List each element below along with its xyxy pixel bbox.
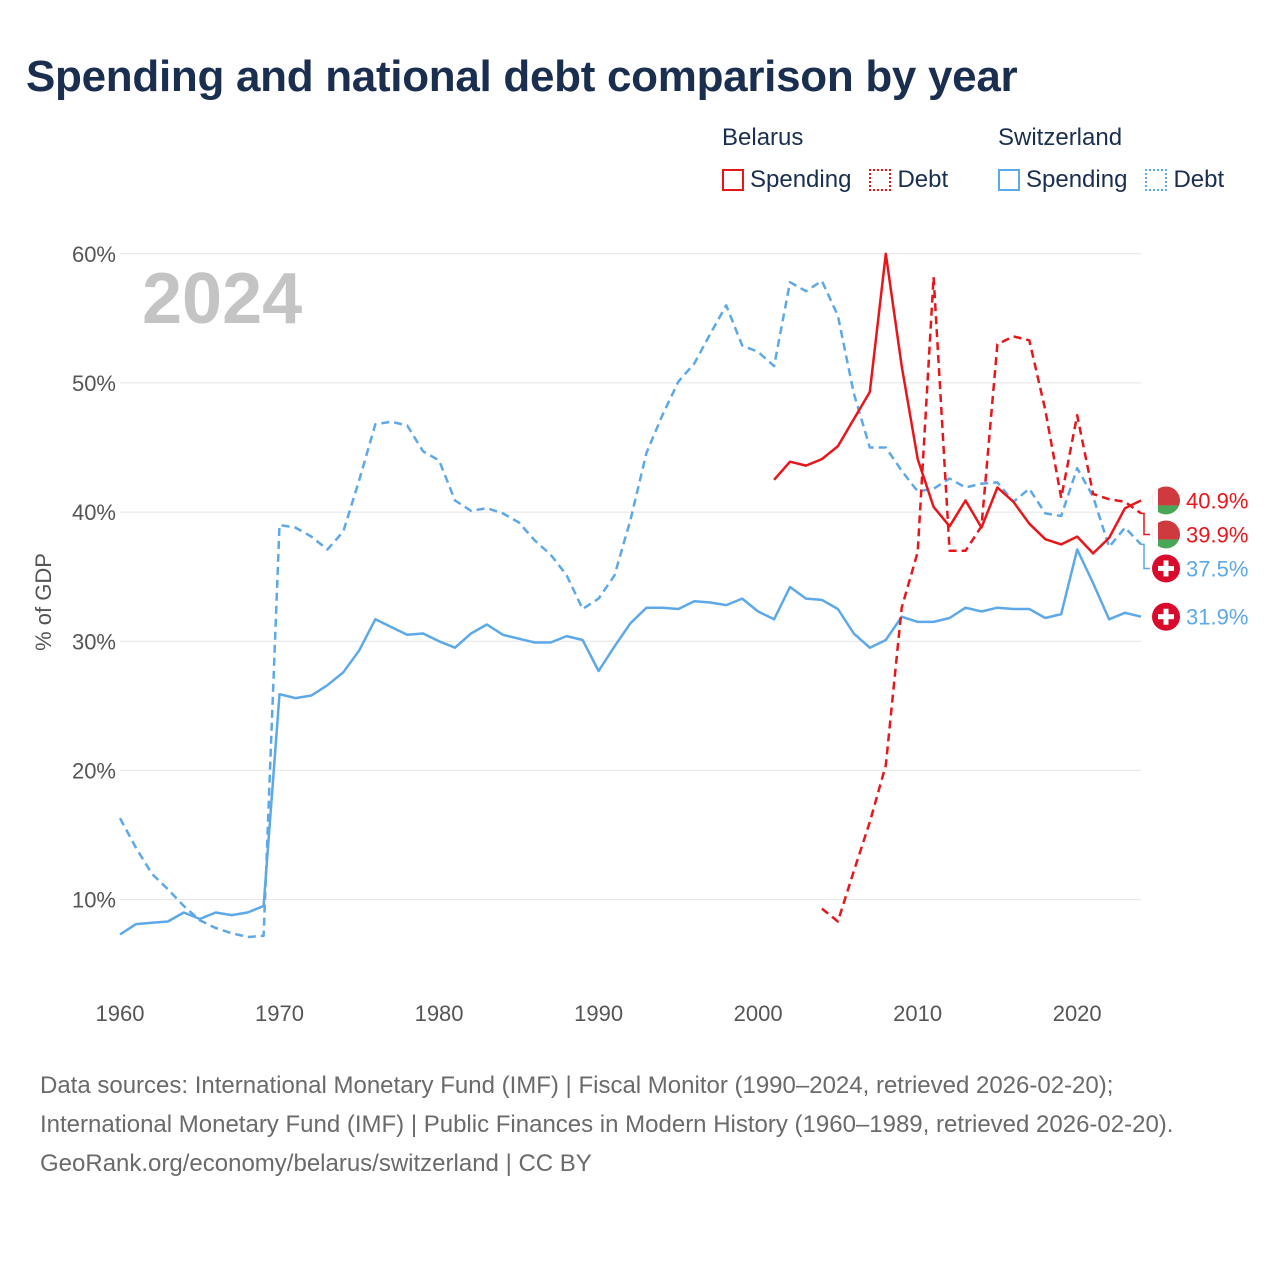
belarus-flag-icon	[1152, 486, 1180, 515]
flag-ornament-band	[1152, 520, 1158, 549]
belarus-flag-icon-fill	[1152, 486, 1180, 515]
legend-swatch-solid	[722, 169, 744, 191]
belarus-spending-line	[773, 252, 1142, 555]
end-value-label: 37.5%	[1186, 556, 1248, 581]
legend-country-belarus: Belarus	[722, 124, 804, 151]
belarus-flag-icon	[1152, 520, 1180, 549]
x-tick-label: 2020	[1053, 1001, 1102, 1026]
end-label-layer: 40.9% 39.9% 37.5% 31.9%	[1141, 486, 1248, 631]
flag-red-band	[1152, 486, 1180, 506]
legend-belarus: Belarus Spending Debt	[722, 124, 948, 194]
legend-item-switzerland-spending[interactable]: Spending	[998, 166, 1127, 194]
flag-green-band	[1152, 505, 1180, 515]
flag-red-band	[1152, 520, 1180, 540]
year-watermark: 2024	[142, 259, 302, 339]
x-tick-label: 2010	[893, 1001, 942, 1026]
axis-layer: 10% 20% 30% 40% 50% 60% 1960 1970 1980 1990 2000 20…	[72, 242, 1102, 1026]
data-sources: Data sources: International Monetary Fun…	[40, 1072, 1174, 1138]
x-tick-label: 1990	[574, 1001, 623, 1026]
credit-line[interactable]: GeoRank.org/economy/belarus/switzerland …	[40, 1150, 592, 1177]
y-tick-label: 50%	[72, 371, 116, 396]
belarus-flag-icon-fill	[1152, 520, 1180, 549]
switzerland-debt-line	[118, 279, 1142, 939]
y-tick-label: 30%	[72, 629, 116, 654]
end-value-label: 40.9%	[1186, 488, 1248, 513]
end-value-label: 39.9%	[1186, 522, 1248, 547]
legend-switzerland: Switzerland Spending Debt	[998, 124, 1224, 194]
flag-cross-horizontal	[1158, 565, 1174, 571]
legend-country-switzerland: Switzerland	[998, 124, 1123, 151]
footer: Data sources: International Monetary Fun…	[40, 1066, 1240, 1183]
legend-item-belarus-spending[interactable]: Spending	[722, 166, 851, 194]
belarus-debt-line	[821, 275, 1142, 923]
legend-swatch-dotted	[869, 169, 892, 191]
x-tick-label: 1980	[415, 1001, 464, 1026]
flag-cross-horizontal	[1158, 614, 1174, 620]
series-layer	[118, 252, 1142, 939]
legend-item-belarus-debt[interactable]: Debt	[869, 166, 948, 194]
y-tick-label: 10%	[72, 888, 116, 913]
legend-label: Spending	[750, 166, 852, 193]
legend-label: Spending	[1026, 166, 1128, 193]
grid-layer	[120, 253, 1141, 901]
end-value-label: 31.9%	[1186, 605, 1248, 630]
legend-label: Debt	[897, 166, 949, 193]
label-leader-line	[1141, 512, 1150, 536]
chart-title: Spending and national debt comparison by…	[26, 52, 1018, 101]
y-tick-label: 40%	[72, 500, 116, 525]
flag-ornament-band	[1152, 486, 1158, 515]
legend-item-switzerland-debt[interactable]: Debt	[1145, 166, 1224, 194]
y-tick-label: 20%	[72, 758, 116, 783]
switzerland-spending-line	[119, 548, 1142, 936]
switzerland-flag-icon	[1152, 554, 1180, 583]
legend-swatch-dotted	[1145, 169, 1168, 191]
label-leader-line	[1141, 543, 1150, 570]
y-tick-label: 60%	[72, 242, 116, 267]
switzerland-flag-icon	[1152, 602, 1180, 631]
legend-swatch-solid	[998, 169, 1020, 191]
y-axis-label: % of GDP	[31, 553, 56, 651]
x-tick-label: 2000	[734, 1001, 783, 1026]
legend-label: Debt	[1173, 166, 1225, 193]
x-tick-label: 1960	[96, 1001, 145, 1026]
line-chart: 2024 10% 20% 30% 40% 50% 60% 1960 1970 1980 1990 2…	[31, 242, 1248, 1026]
flag-green-band	[1152, 539, 1180, 549]
x-tick-label: 1970	[255, 1001, 304, 1026]
